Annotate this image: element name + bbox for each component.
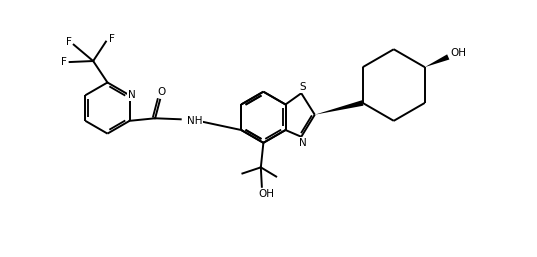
Text: NH: NH	[187, 116, 202, 126]
Text: O: O	[157, 87, 165, 97]
Text: S: S	[299, 82, 306, 92]
Text: OH: OH	[451, 48, 467, 58]
Text: F: F	[108, 33, 114, 43]
Text: N: N	[300, 138, 307, 148]
Text: N: N	[128, 90, 135, 100]
Polygon shape	[425, 54, 449, 67]
Text: OH: OH	[258, 189, 274, 199]
Text: F: F	[61, 57, 67, 67]
Polygon shape	[315, 100, 364, 115]
Text: F: F	[66, 36, 71, 47]
